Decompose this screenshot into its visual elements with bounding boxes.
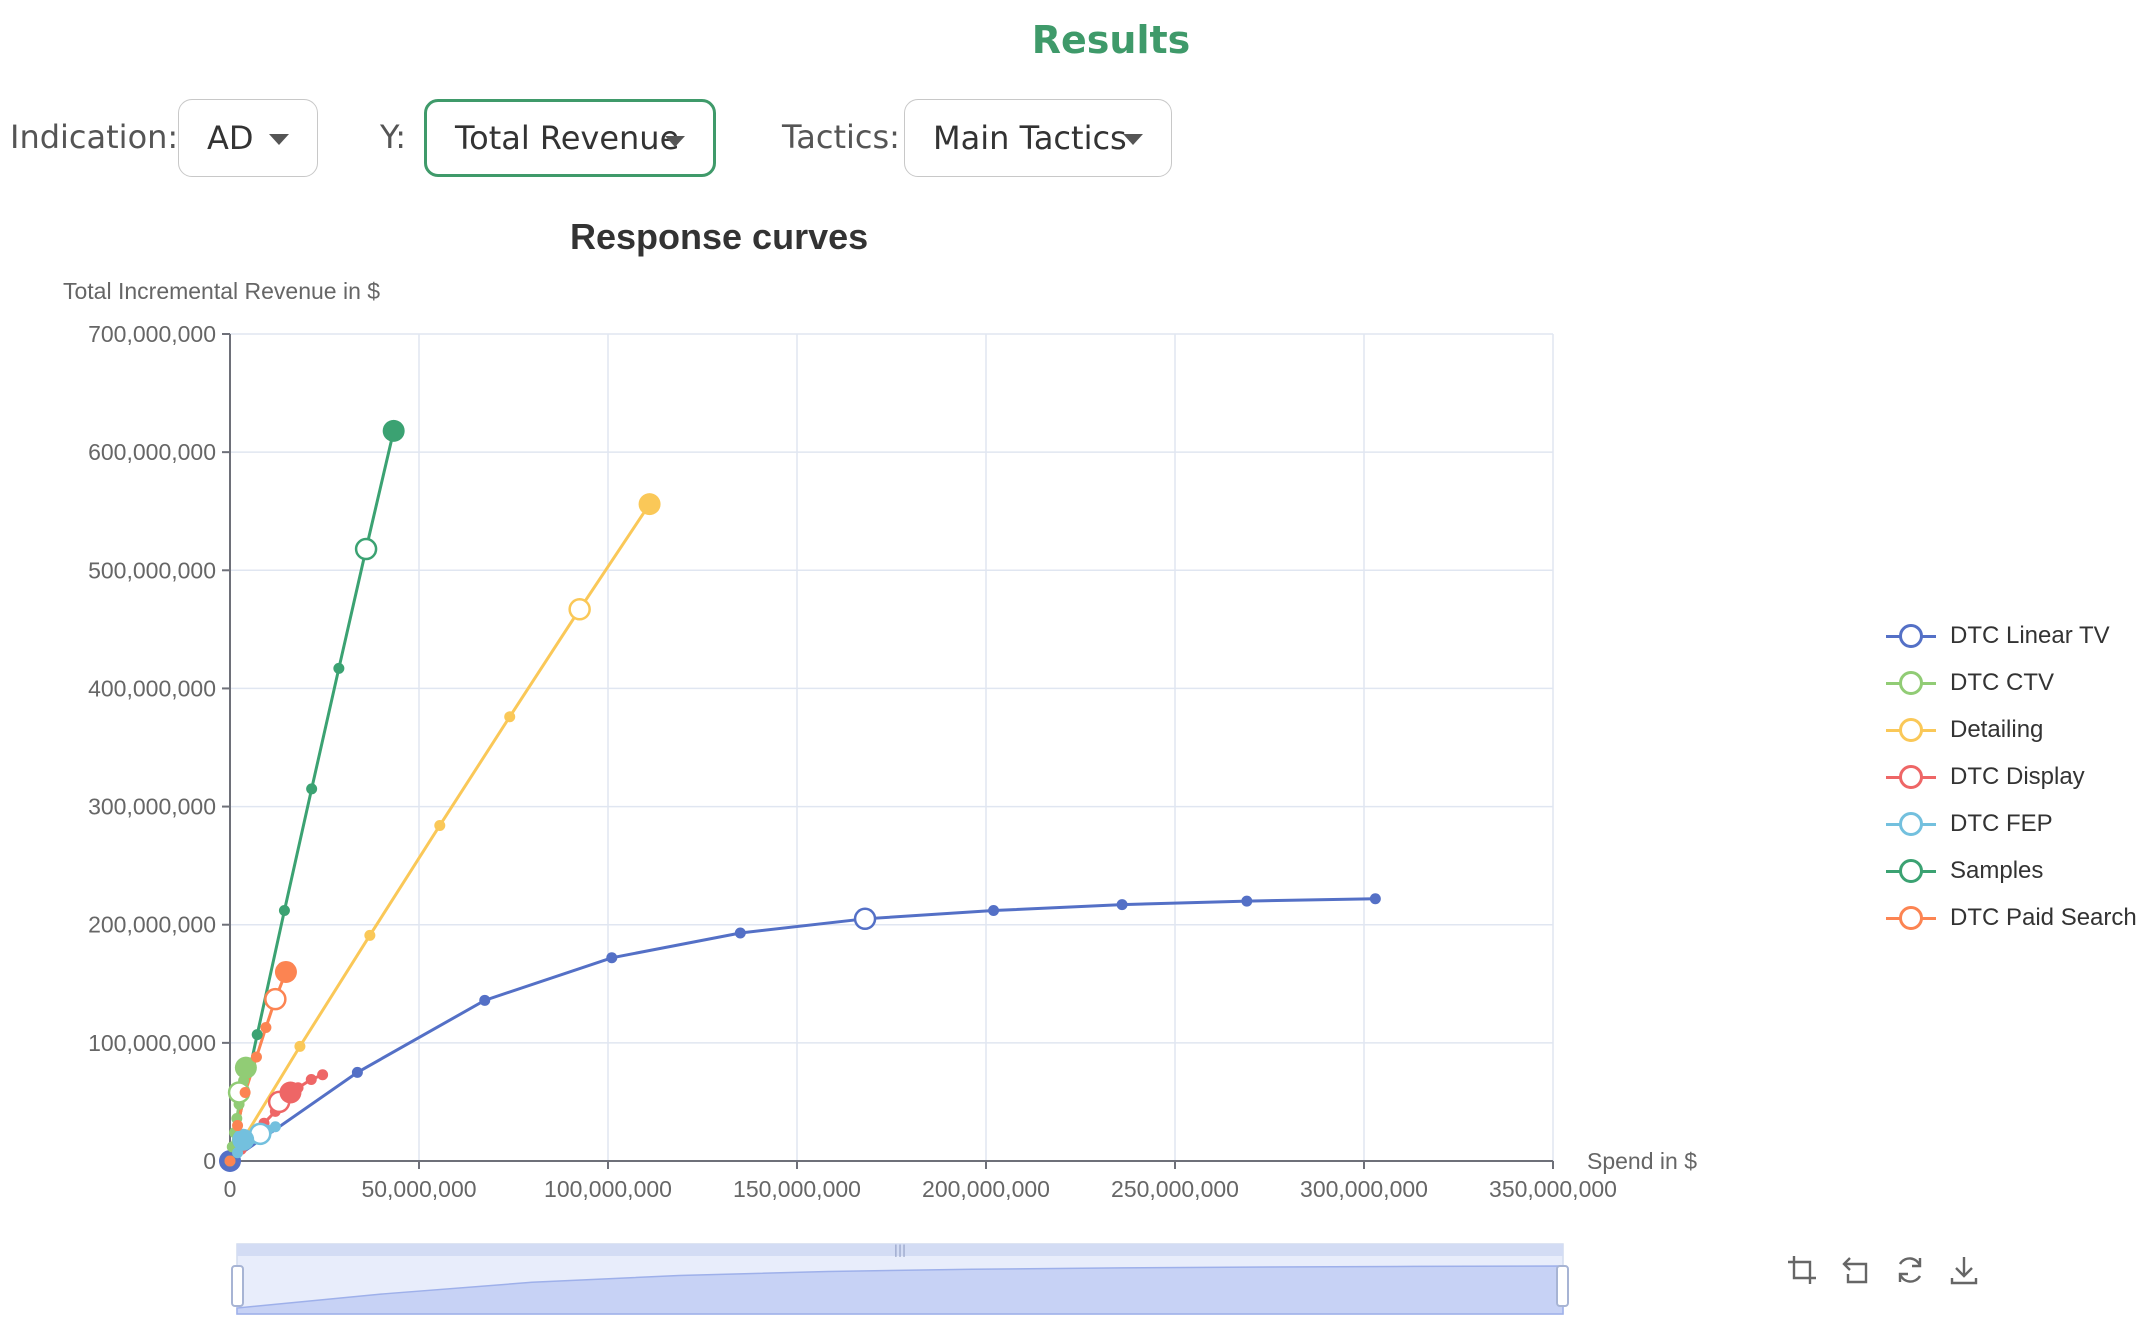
chart-toolbox [1786, 1254, 1980, 1286]
legend-marker-icon [1886, 764, 1936, 789]
current-spend-marker [853, 907, 877, 931]
zoom-handle-left[interactable] [231, 1265, 244, 1307]
current-spend-marker [354, 537, 378, 561]
zoom-undo-icon[interactable] [1840, 1254, 1872, 1286]
legend-label: Detailing [1950, 715, 2044, 743]
legend-marker-icon [1886, 670, 1936, 695]
chart-legend: DTC Linear TV DTC CTV Detailing DTC Display… [1886, 612, 2137, 941]
data-point [306, 783, 318, 795]
data-point [260, 1021, 272, 1033]
tactics-value: Main Tactics [933, 119, 1127, 157]
legend-item[interactable]: Detailing [1886, 706, 2137, 753]
legend-label: DTC CTV [1950, 668, 2054, 696]
chart-title: Response curves [570, 216, 869, 257]
data-point [364, 929, 376, 941]
data-point [351, 1066, 363, 1078]
indication-select[interactable]: AD [178, 99, 318, 177]
legend-label: DTC Paid Search [1950, 903, 2137, 931]
series-line [229, 897, 1376, 1163]
legend-marker-icon [1886, 623, 1936, 648]
data-point [239, 1086, 251, 1098]
legend-item[interactable]: DTC FEP [1886, 800, 2137, 847]
zoom-slider-bar [237, 1244, 1563, 1256]
y-tick-label: 200,000,000 [88, 912, 216, 938]
tactics-select[interactable]: Main Tactics [904, 99, 1172, 177]
data-point [1116, 899, 1128, 911]
data-point [278, 905, 290, 917]
legend-item[interactable]: DTC Linear TV [1886, 612, 2137, 659]
x-tick-label: 150,000,000 [733, 1176, 861, 1202]
chevron-down-icon [1123, 134, 1143, 145]
current-spend-marker [568, 598, 591, 621]
legend-label: DTC FEP [1950, 809, 2053, 837]
data-point [1369, 893, 1381, 905]
data-point [232, 1120, 244, 1132]
data-point [479, 994, 491, 1006]
optimal-spend-marker [638, 493, 661, 516]
data-point [988, 905, 1000, 917]
optimal-spend-marker [279, 1081, 302, 1104]
data-point [434, 819, 446, 831]
optimal-spend-marker [274, 960, 297, 983]
legend-item[interactable]: DTC CTV [1886, 659, 2137, 706]
chevron-down-icon [665, 136, 685, 147]
optimal-spend-marker [234, 1056, 257, 1079]
legend-label: Samples [1950, 856, 2044, 884]
y-label: Y: [380, 118, 407, 156]
data-point [294, 1040, 306, 1052]
zoom-handle-right[interactable] [1556, 1265, 1569, 1307]
y-value: Total Revenue [455, 119, 680, 157]
optimal-spend-marker [232, 1128, 255, 1151]
y-axis-name: Total Incremental Revenue in $ [63, 278, 381, 304]
data-point [504, 711, 516, 723]
x-tick-label: 300,000,000 [1300, 1176, 1428, 1202]
data-point [250, 1051, 262, 1063]
legend-item[interactable]: DTC Paid Search [1886, 894, 2137, 941]
data-point [317, 1069, 329, 1081]
indication-value: AD [207, 119, 254, 157]
y-tick-label: 500,000,000 [88, 557, 216, 583]
download-icon[interactable] [1948, 1254, 1980, 1286]
y-tick-label: 0 [203, 1148, 216, 1174]
restore-icon[interactable] [1894, 1254, 1926, 1286]
x-axis-name: Spend in $ [1587, 1148, 1697, 1174]
legend-item[interactable]: Samples [1886, 847, 2137, 894]
zoom-select-icon[interactable] [1786, 1254, 1818, 1286]
y-tick-label: 600,000,000 [88, 439, 216, 465]
chevron-down-icon [269, 134, 289, 145]
legend-item[interactable]: DTC Display [1886, 753, 2137, 800]
data-point [269, 1121, 281, 1133]
legend-marker-icon [1886, 858, 1936, 883]
data-point [224, 1155, 236, 1167]
x-tick-label: 200,000,000 [922, 1176, 1050, 1202]
zoom-slider-grip: ||| [894, 1243, 906, 1257]
legend-label: DTC Display [1950, 762, 2085, 790]
indication-label: Indication: [10, 118, 179, 156]
y-tick-label: 400,000,000 [88, 675, 216, 701]
x-tick-label: 50,000,000 [361, 1176, 476, 1202]
x-tick-label: 100,000,000 [544, 1176, 672, 1202]
y-select[interactable]: Total Revenue [424, 99, 716, 177]
y-tick-label: 100,000,000 [88, 1030, 216, 1056]
tactics-label: Tactics: [782, 118, 900, 156]
data-point [251, 1029, 263, 1041]
y-tick-label: 300,000,000 [88, 794, 216, 820]
x-tick-label: 250,000,000 [1111, 1176, 1239, 1202]
legend-label: DTC Linear TV [1950, 621, 2110, 649]
y-tick-label: 700,000,000 [88, 321, 216, 347]
current-spend-marker [264, 987, 287, 1011]
data-point [333, 662, 345, 674]
x-tick-label: 350,000,000 [1489, 1176, 1617, 1202]
legend-marker-icon [1886, 717, 1936, 742]
page-title: Results [1031, 18, 1191, 62]
legend-marker-icon [1886, 905, 1936, 930]
data-point [1241, 895, 1253, 907]
x-tick-label: 0 [224, 1176, 237, 1202]
optimal-spend-marker [382, 419, 405, 442]
data-point [305, 1073, 317, 1085]
data-point [734, 927, 746, 939]
data-point [606, 952, 618, 964]
legend-marker-icon [1886, 811, 1936, 836]
